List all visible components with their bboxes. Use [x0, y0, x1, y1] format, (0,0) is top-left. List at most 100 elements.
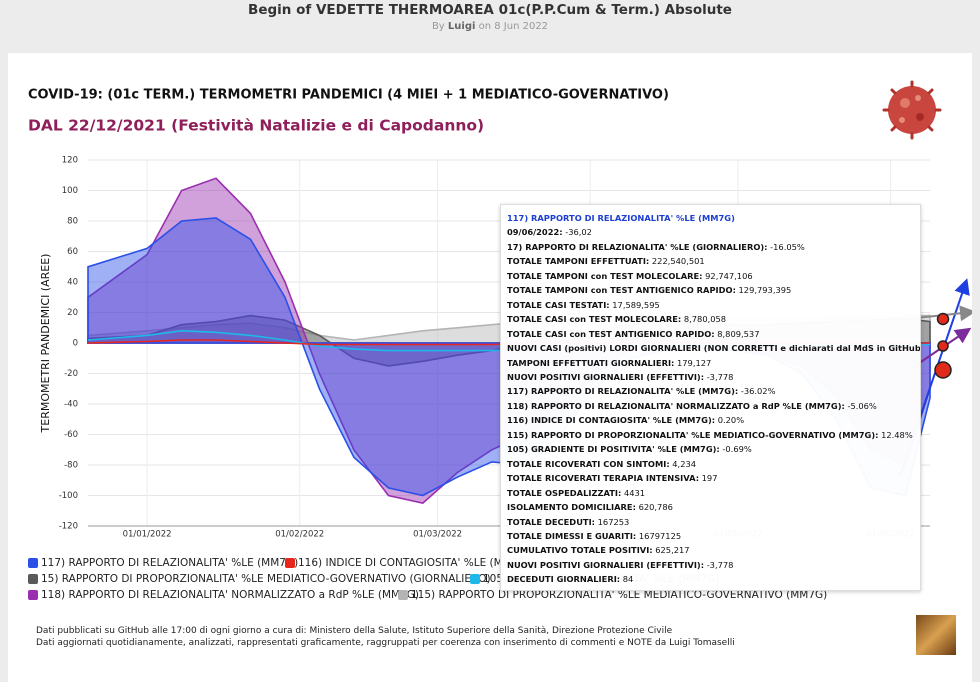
tooltip-title: 117) RAPPORTO DI RELAZIONALITA' %LE (MM7… [507, 213, 735, 223]
tooltip-label: TOTALE DIMESSI E GUARITI: [507, 530, 637, 541]
author[interactable]: Luigi [447, 21, 476, 32]
tooltip-value: 129,793,395 [738, 285, 792, 296]
tooltip-row: DECEDUTI GIORNALIERI: 84 [507, 572, 914, 586]
tooltip-row: 117) RAPPORTO DI RELAZIONALITA' %LE (MM7… [507, 384, 914, 398]
tooltip-row: TOTALE TAMPONI EFFETTUATI: 222,540,501 [507, 254, 914, 268]
tooltip-label: NUOVI POSITIVI GIORNALIERI (EFFETTIVI): [507, 559, 705, 570]
y-tick-label: -120 [59, 522, 78, 532]
legend-label: 116) INDICE DI CONTAGIOSITA' %LE (MM7G) [298, 557, 531, 569]
tooltip-row: 118) RAPPORTO DI RELAZIONALITA' NORMALIZ… [507, 399, 914, 413]
chart-subtitle: DAL 22/12/2021 (Festività Natalizie e di… [28, 117, 484, 135]
tooltip-value: 17,589,595 [612, 299, 660, 310]
virus-icon [882, 80, 942, 140]
tooltip-value: 197 [701, 473, 718, 484]
tooltip-row: TOTALE CASI con TEST MOLECOLARE: 8,780,0… [507, 312, 914, 326]
tooltip-value: -3,778 [706, 371, 734, 382]
y-tick-label: -60 [64, 430, 78, 440]
tooltip-row: TOTALE RICOVERATI TERAPIA INTENSIVA: 197 [507, 471, 914, 485]
tooltip-label: 105) GRADIENTE DI POSITIVITA' %LE (MM7G)… [507, 444, 720, 455]
legend-label: 117) RAPPORTO DI RELAZIONALITA' %LE (MM7… [41, 557, 298, 569]
tooltip-row: TOTALE DECEDUTI: 167253 [507, 515, 914, 529]
tooltip-value: -16.05% [770, 241, 805, 252]
tooltip-row: TOTALE CASI con TEST ANTIGENICO RAPIDO: … [507, 327, 914, 341]
tooltip-label: TAMPONI EFFETTUATI GIORNALIERI: [507, 357, 675, 368]
tooltip-row: TAMPONI EFFETTUATI GIORNALIERI: 179,127 [507, 356, 914, 370]
story-title: Begin of VEDETTE THERMOAREA 01c(P.P.Cum … [248, 2, 732, 18]
tooltip-value: 4,234 [672, 458, 697, 469]
legend-swatch [470, 574, 480, 584]
footer-note: Dati pubblicati su GitHub alle 17:00 di … [36, 626, 673, 636]
by: By [431, 21, 445, 32]
byline: By Luigi on 8 Jun 2022 [0, 21, 980, 32]
chart-title: COVID-19: (01c TERM.) TERMOMETRI PANDEMI… [28, 88, 669, 103]
tooltip-label: TOTALE RICOVERATI CON SINTOMI: [507, 458, 670, 469]
tooltip-label: DECEDUTI GIORNALIERI: [507, 574, 621, 585]
tooltip-value: 8,809,537 [717, 328, 760, 339]
tooltip: 117) RAPPORTO DI RELAZIONALITA' %LE (MM7… [500, 204, 921, 591]
legend-label: 118) RAPPORTO DI RELAZIONALITA' NORMALIZ… [41, 589, 419, 601]
tooltip-label: NUOVI CASI (positivi) LORDI GIORNALIERI … [507, 343, 921, 354]
tooltip-row: TOTALE OSPEDALIZZATI: 4431 [507, 486, 914, 500]
tooltip-row: TOTALE TAMPONI con TEST ANTIGENICO RAPID… [507, 283, 914, 297]
tooltip-label: TOTALE CASI con TEST ANTIGENICO RAPIDO: [507, 328, 715, 339]
tooltip-row: INGRESSI IN TERAPIA INTENSIVA: 31 [507, 587, 914, 590]
logo [916, 615, 956, 655]
y-tick-label: 60 [67, 247, 78, 257]
tooltip-value: -36.02% [740, 386, 776, 397]
tooltip-label: 117) RAPPORTO DI RELAZIONALITA' %LE (MM7… [507, 386, 739, 397]
x-tick-label: 01/03/2022 [413, 530, 462, 540]
tooltip-value: 167253 [597, 516, 630, 527]
tooltip-row: NUOVI POSITIVI GIORNALIERI (EFFETTIVI): … [507, 558, 914, 572]
tooltip-row: TOTALE CASI TESTATI: 17,589,595 [507, 298, 914, 312]
footer-note: Dati aggiornati quotidianamente, analizz… [36, 638, 735, 648]
tooltip-value: -5.06% [847, 400, 877, 411]
y-tick-label: 100 [62, 186, 78, 196]
tooltip-value: 84 [622, 574, 634, 585]
y-tick-label: 0 [73, 339, 78, 349]
legend-swatch [28, 574, 38, 584]
tooltip-value: 4431 [623, 487, 646, 498]
tooltip-label: TOTALE TAMPONI con TEST MOLECOLARE: [507, 270, 703, 281]
tooltip-row: TOTALE TAMPONI con TEST MOLECOLARE: 92,7… [507, 269, 914, 283]
tooltip-value: 8,780,058 [683, 314, 727, 325]
legend-swatch [285, 558, 295, 568]
tooltip-row: NUOVI POSITIVI GIORNALIERI (EFFETTIVI): … [507, 370, 914, 384]
tooltip-value: 16797125 [638, 530, 682, 541]
tooltip-label: 17) RAPPORTO DI RELAZIONALITA' %LE (GIOR… [507, 241, 768, 252]
tooltip-row: TOTALE RICOVERATI CON SINTOMI: 4,234 [507, 457, 914, 471]
legend-label: 115) RAPPORTO DI PROPORZIONALITA' %LE ME… [411, 589, 827, 601]
tooltip-value: 625,217 [655, 545, 690, 556]
tooltip-row: 116) INDICE DI CONTAGIOSITA' %LE (MM7G):… [507, 413, 914, 427]
legend-swatch [28, 590, 38, 600]
tooltip-value: 0.20% [717, 415, 745, 426]
tooltip-row: 105) GRADIENTE DI POSITIVITA' %LE (MM7G)… [507, 442, 914, 456]
tooltip-row: 09/06/2022: -36,02 [507, 225, 914, 239]
tooltip-label: INGRESSI IN TERAPIA INTENSIVA: [507, 589, 662, 590]
y-axis-label: TERMOMETRI PANDEMICI (AREE) [39, 254, 52, 434]
y-tick-label: 20 [67, 308, 78, 318]
tooltip-value: 31 [665, 589, 676, 590]
y-tick-label: -40 [64, 400, 78, 410]
x-tick-label: 01/01/2022 [123, 530, 172, 540]
tooltip-label: TOTALE TAMPONI EFFETTUATI: [507, 256, 650, 267]
date: on 8 Jun 2022 [478, 21, 549, 32]
legend-swatch [28, 558, 38, 568]
tooltip-value: 179,127 [677, 357, 712, 368]
tooltip-value: -3,778 [706, 559, 734, 570]
tooltip-value: 92,747,106 [705, 270, 753, 281]
tooltip-value: 620,786 [638, 502, 673, 513]
tooltip-label: 115) RAPPORTO DI PROPORZIONALITA' %LE ME… [507, 429, 879, 440]
tooltip-row: 17) RAPPORTO DI RELAZIONALITA' %LE (GIOR… [507, 240, 914, 254]
y-tick-label: 80 [67, 217, 78, 227]
tooltip-label: TOTALE OSPEDALIZZATI: [507, 487, 622, 498]
y-tick-label: -20 [64, 369, 78, 379]
tooltip-row: 115) RAPPORTO DI PROPORZIONALITA' %LE ME… [507, 428, 914, 442]
y-tick-label: 120 [62, 156, 78, 166]
tooltip-row: CUMULATIVO TOTALE POSITIVI: 625,217 [507, 543, 914, 557]
tooltip-label: 118) RAPPORTO DI RELAZIONALITA' NORMALIZ… [507, 400, 845, 411]
tooltip-label: TOTALE TAMPONI con TEST ANTIGENICO RAPID… [507, 285, 736, 296]
tooltip-row: NUOVI CASI (positivi) LORDI GIORNALIERI … [507, 341, 920, 355]
tooltip-row: ISOLAMENTO DOMICILIARE: 620,786 [507, 500, 914, 514]
y-tick-label: -100 [59, 491, 78, 501]
